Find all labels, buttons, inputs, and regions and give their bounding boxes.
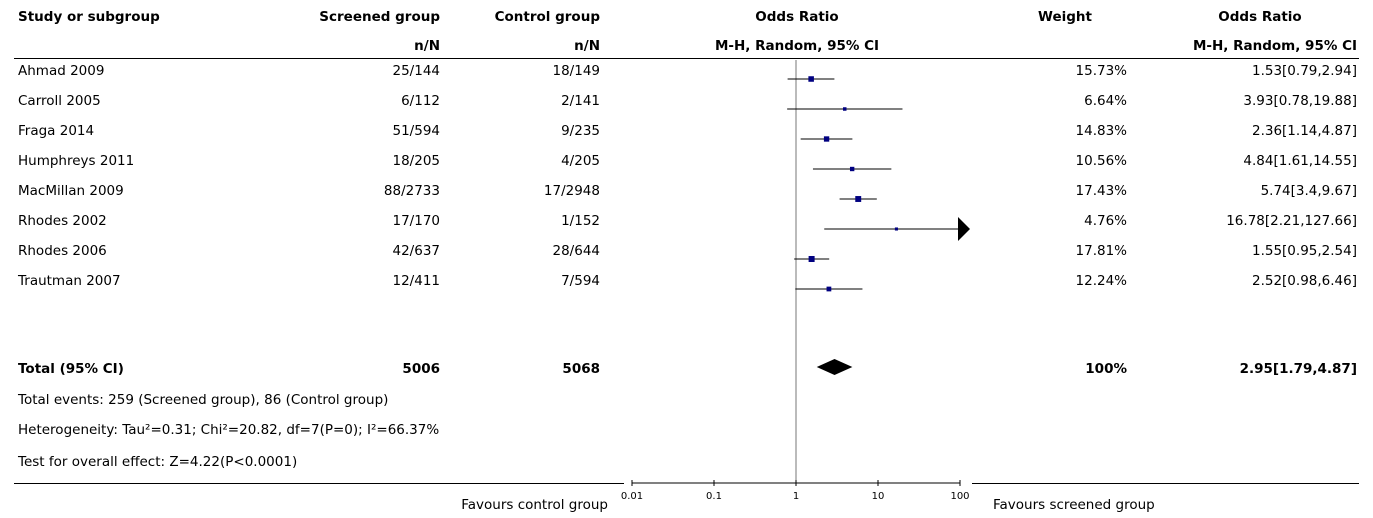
header-odds-ratio: Odds Ratio [755, 9, 839, 25]
x-tick-label: 1 [793, 491, 799, 502]
screened-value: 17/170 [392, 213, 441, 229]
x-tick-label: 10 [872, 491, 885, 502]
header-odds-ratio-2: Odds Ratio [1218, 9, 1302, 25]
study-marker [826, 286, 832, 292]
study-name: Trautman 2007 [18, 273, 121, 289]
study-name: Ahmad 2009 [18, 63, 105, 79]
header-screened-sub: n/N [414, 38, 440, 54]
header-control: Control group [494, 9, 600, 25]
study-name: MacMillan 2009 [18, 183, 124, 199]
ci-value: 16.78[2.21,127.66] [1226, 213, 1357, 229]
screened-value: 18/205 [392, 153, 441, 169]
overall-effect: Test for overall effect: Z=4.22(P<0.0001… [18, 454, 298, 470]
study-marker [849, 166, 855, 172]
screened-value: 12/411 [392, 273, 441, 289]
ci-overflow-arrow [958, 217, 970, 241]
weight-value: 14.83% [1075, 123, 1127, 139]
x-tick-label: 100 [950, 491, 969, 502]
study-name: Humphreys 2011 [18, 153, 135, 169]
header-screened: Screened group [319, 9, 440, 25]
favours-screened-label: Favours screened group [993, 497, 1155, 513]
total-ci: 2.95[1.79,4.87] [1239, 361, 1357, 377]
study-marker [855, 196, 862, 202]
total-weight: 100% [1085, 361, 1127, 377]
study-name: Rhodes 2006 [18, 243, 107, 259]
study-name: Rhodes 2002 [18, 213, 107, 229]
ci-value: 4.84[1.61,14.55] [1243, 153, 1357, 169]
total-events: Total events: 259 (Screened group), 86 (… [18, 392, 389, 408]
screened-value: 88/2733 [383, 183, 440, 199]
ci-value: 1.53[0.79,2.94] [1251, 63, 1357, 79]
control-value: 9/235 [561, 123, 600, 139]
control-value: 1/152 [561, 213, 600, 229]
header-or-sub: M-H, Random, 95% CI [714, 38, 880, 54]
total-diamond [816, 359, 853, 375]
study-marker [842, 107, 847, 111]
screened-value: 25/144 [392, 63, 441, 79]
header-rule [14, 58, 1359, 59]
control-value: 17/2948 [543, 183, 600, 199]
x-tick-label: 0.01 [621, 491, 643, 502]
heterogeneity: Heterogeneity: Tau²=0.31; Chi²=20.82, df… [18, 422, 440, 438]
total-screened: 5006 [402, 361, 440, 377]
screened-value: 6/112 [401, 93, 440, 109]
study-marker [808, 256, 815, 262]
control-value: 4/205 [561, 153, 600, 169]
footer-rule-right [972, 483, 1359, 484]
ci-value: 2.36[1.14,4.87] [1251, 123, 1357, 139]
ci-value: 1.55[0.95,2.54] [1251, 243, 1357, 259]
study-name: Carroll 2005 [18, 93, 101, 109]
weight-value: 12.24% [1075, 273, 1127, 289]
total-label: Total (95% CI) [18, 361, 124, 377]
header-control-sub: n/N [574, 38, 600, 54]
weight-value: 6.64% [1084, 93, 1127, 109]
footer-rule-left [14, 483, 624, 484]
study-marker [894, 227, 898, 231]
control-value: 18/149 [552, 63, 601, 79]
control-value: 28/644 [552, 243, 601, 259]
x-tick-label: 0.1 [706, 491, 722, 502]
weight-value: 4.76% [1084, 213, 1127, 229]
header-weight: Weight [1038, 9, 1092, 25]
weight-value: 17.81% [1075, 243, 1127, 259]
control-value: 2/141 [561, 93, 600, 109]
header-or-sub-2: M-H, Random, 95% CI [1192, 38, 1357, 54]
screened-value: 51/594 [392, 123, 441, 139]
weight-value: 15.73% [1075, 63, 1127, 79]
total-control: 5068 [562, 361, 600, 377]
ci-value: 5.74[3.4,9.67] [1260, 183, 1357, 199]
study-name: Fraga 2014 [18, 123, 95, 139]
weight-value: 17.43% [1075, 183, 1127, 199]
control-value: 7/594 [561, 273, 600, 289]
study-marker [823, 136, 830, 142]
ci-value: 3.93[0.78,19.88] [1243, 93, 1357, 109]
ci-value: 2.52[0.98,6.46] [1251, 273, 1357, 289]
favours-control-label: Favours control group [461, 497, 608, 513]
weight-value: 10.56% [1075, 153, 1127, 169]
screened-value: 42/637 [392, 243, 441, 259]
study-marker [808, 76, 814, 82]
header-study: Study or subgroup [18, 9, 160, 25]
